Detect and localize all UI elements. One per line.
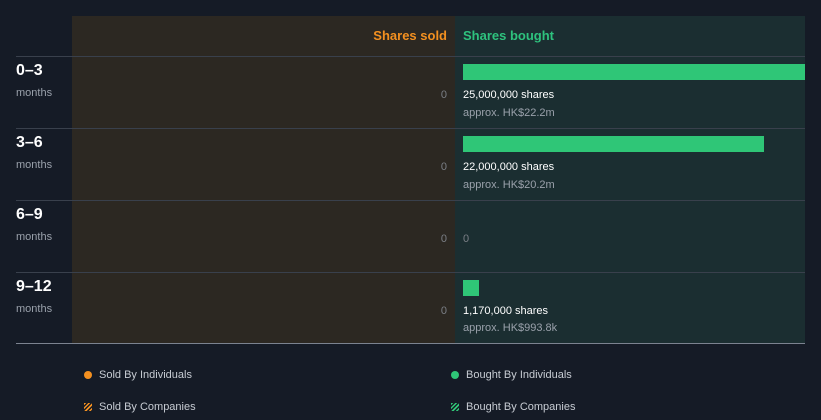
legend-label: Bought By Companies — [466, 401, 576, 413]
legend-label: Bought By Individuals — [466, 369, 572, 381]
bought-value-label: approx. HK$993.8k — [463, 322, 558, 334]
sold-value: 0 — [440, 305, 447, 317]
orange-dot-icon — [84, 371, 92, 379]
bought-value-label: approx. HK$20.2m — [463, 179, 555, 191]
legend-bought-companies: Bought By Companies — [451, 401, 575, 413]
sold-value: 0 — [440, 89, 447, 101]
legend-label: Sold By Companies — [99, 401, 196, 413]
green-hatch-icon — [451, 403, 459, 411]
shares-sold-header: Shares sold — [373, 28, 447, 43]
legend-label: Sold By Individuals — [99, 369, 192, 381]
shares-bought-header: Shares bought — [463, 28, 555, 43]
period-label: 9–12 — [16, 278, 52, 295]
bought-value-label: approx. HK$22.2m — [463, 107, 555, 119]
row-divider — [16, 272, 805, 273]
bought-bar — [463, 280, 479, 296]
legend-sold-companies: Sold By Companies — [84, 401, 196, 413]
green-dot-icon — [451, 371, 459, 379]
period-unit: months — [16, 87, 53, 99]
period-label: 3–6 — [16, 134, 43, 151]
orange-hatch-icon — [84, 403, 92, 411]
period-label: 0–3 — [16, 62, 43, 79]
shares-sold-panel — [72, 16, 455, 344]
bought-bar — [463, 64, 805, 80]
legend-bought-individuals: Bought By Individuals — [451, 369, 572, 381]
row-divider — [16, 200, 805, 201]
bought-shares-label: 1,170,000 shares — [463, 305, 549, 317]
period-unit: months — [16, 231, 53, 243]
bought-zero-label: 0 — [463, 233, 470, 245]
period-unit: months — [16, 303, 53, 315]
legend-sold-individuals: Sold By Individuals — [84, 369, 192, 381]
period-unit: months — [16, 159, 53, 171]
sold-value: 0 — [440, 161, 447, 173]
row-divider — [16, 128, 805, 129]
sold-value: 0 — [440, 233, 447, 245]
row-divider — [16, 56, 805, 57]
axis-baseline — [16, 343, 805, 344]
period-label: 6–9 — [16, 206, 43, 223]
bought-shares-label: 22,000,000 shares — [463, 161, 555, 173]
bought-bar — [463, 136, 764, 152]
bought-shares-label: 25,000,000 shares — [463, 89, 555, 101]
